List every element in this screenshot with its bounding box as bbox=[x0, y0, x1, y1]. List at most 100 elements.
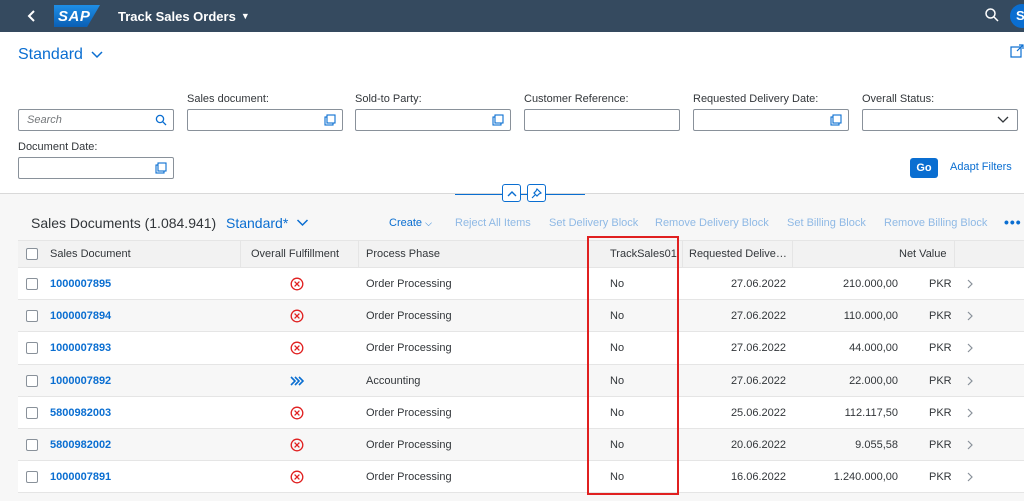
row-checkbox[interactable] bbox=[26, 406, 38, 419]
document-date-field[interactable] bbox=[18, 157, 174, 179]
overall-status-label: Overall Status: bbox=[862, 93, 935, 105]
sales-document-link[interactable]: 1000007894 bbox=[50, 310, 112, 323]
tracksales-cell: No bbox=[610, 278, 625, 290]
app-title: Track Sales Orders bbox=[118, 8, 236, 24]
sales-document-field[interactable] bbox=[187, 109, 343, 131]
variant-selector[interactable]: Standard bbox=[18, 46, 103, 64]
row-checkbox[interactable] bbox=[26, 278, 38, 290]
tracksales-cell: No bbox=[610, 406, 625, 419]
circle-x-icon bbox=[290, 438, 304, 452]
customer-reference-field[interactable] bbox=[524, 109, 680, 131]
process-phase-cell: Order Processing bbox=[366, 278, 452, 290]
column-net-value[interactable]: Net Value bbox=[899, 248, 947, 260]
net-value-cell: 112.117,50 bbox=[844, 406, 898, 419]
row-checkbox[interactable] bbox=[26, 438, 38, 451]
currency-cell: PKR bbox=[929, 310, 952, 323]
set-billing-block-button[interactable]: Set Billing Block bbox=[787, 217, 866, 229]
row-checkbox[interactable] bbox=[26, 471, 38, 484]
row-checkbox[interactable] bbox=[26, 310, 38, 323]
set-delivery-block-button[interactable]: Set Delivery Block bbox=[549, 217, 639, 229]
value-help-icon[interactable] bbox=[155, 162, 167, 174]
column-tracksales01[interactable]: TrackSales01 bbox=[610, 248, 677, 260]
caret-down-icon: ▼ bbox=[240, 11, 250, 21]
overall-status-select[interactable] bbox=[862, 109, 1018, 131]
requested-delivery-cell: 27.06.2022 bbox=[730, 310, 786, 323]
chevron-up-icon bbox=[507, 190, 516, 196]
column-requested-delivery[interactable]: Requested Delive… bbox=[689, 248, 787, 260]
process-phase-cell: Order Processing bbox=[366, 438, 452, 451]
value-help-icon[interactable] bbox=[830, 114, 842, 126]
tracksales-cell: No bbox=[610, 310, 625, 323]
chevron-right-icon[interactable] bbox=[966, 472, 974, 482]
row-checkbox[interactable] bbox=[26, 374, 38, 387]
table-row[interactable]: 1000007895 Order Processing No 27.06.2022 21… bbox=[18, 268, 1024, 301]
search-placeholder: Search bbox=[27, 114, 62, 126]
chevron-right-icon[interactable] bbox=[966, 279, 974, 289]
chevron-right-icon[interactable] bbox=[966, 311, 974, 321]
requested-delivery-cell: 25.06.2022 bbox=[730, 406, 786, 419]
remove-delivery-block-button[interactable]: Remove Delivery Block bbox=[655, 217, 769, 229]
sales-document-link[interactable]: 1000007891 bbox=[50, 471, 112, 484]
search-input[interactable]: Search bbox=[18, 109, 174, 131]
create-button[interactable]: Create ⌵ bbox=[389, 217, 432, 229]
sold-to-party-field[interactable] bbox=[355, 109, 511, 131]
chevron-right-icon[interactable] bbox=[966, 376, 974, 386]
table-row[interactable]: 1000007893 Order Processing No 27.06.2022 44… bbox=[18, 332, 1024, 365]
value-help-icon[interactable] bbox=[492, 114, 504, 126]
app-title-menu[interactable]: Track Sales Orders ▼ bbox=[118, 9, 250, 24]
sap-logo[interactable]: SAP bbox=[54, 5, 100, 27]
sales-document-link[interactable]: 1000007893 bbox=[50, 342, 112, 355]
net-value-cell: 9.055,58 bbox=[855, 438, 898, 451]
chevron-left-icon bbox=[27, 10, 35, 22]
chevron-right-icon[interactable] bbox=[966, 440, 974, 450]
table-row[interactable]: 5800982002 Order Processing No 20.06.2022 9.… bbox=[18, 428, 1024, 462]
net-value-cell: 110.000,00 bbox=[843, 310, 898, 323]
currency-cell: PKR bbox=[929, 471, 952, 484]
sales-document-link[interactable]: 5800982002 bbox=[50, 438, 112, 451]
requested-delivery-date-field[interactable] bbox=[693, 109, 849, 131]
requested-delivery-date-label: Requested Delivery Date: bbox=[693, 93, 819, 105]
filter-header: Standard Search Sales document: Sold-to … bbox=[0, 32, 1024, 194]
remove-billing-block-button[interactable]: Remove Billing Block bbox=[884, 217, 988, 229]
currency-cell: PKR bbox=[929, 342, 952, 355]
adapt-filters-link[interactable]: Adapt Filters bbox=[950, 161, 1012, 173]
user-avatar[interactable]: S bbox=[1010, 4, 1024, 28]
column-overall-fulfillment[interactable]: Overall Fulfillment bbox=[251, 248, 340, 260]
net-value-cell: 22.000,00 bbox=[849, 374, 898, 387]
value-help-icon[interactable] bbox=[324, 114, 336, 126]
column-process-phase[interactable]: Process Phase bbox=[366, 248, 440, 260]
tracksales-column-highlight bbox=[587, 236, 679, 495]
table-row[interactable]: 1000007891 Order Processing No 16.06.2022 1.… bbox=[18, 461, 1024, 494]
sales-document-link[interactable]: 5800982003 bbox=[50, 406, 112, 419]
chevron-right-icon[interactable] bbox=[966, 408, 974, 418]
collapse-header-button[interactable] bbox=[502, 184, 521, 202]
share-icon[interactable] bbox=[1010, 44, 1024, 58]
currency-cell: PKR bbox=[929, 406, 952, 419]
chevron-right-icon[interactable] bbox=[966, 343, 974, 353]
table-row[interactable]: 1000007892 Accounting No 27.06.2022 22.000,0… bbox=[18, 364, 1024, 397]
circle-x-icon bbox=[290, 406, 304, 420]
more-actions-button[interactable]: ••• bbox=[1004, 214, 1022, 230]
table-variant-selector[interactable]: Standard* bbox=[226, 215, 309, 231]
chevron-down-icon bbox=[997, 116, 1009, 123]
select-all-checkbox[interactable] bbox=[26, 248, 38, 260]
chevron-down-icon bbox=[297, 219, 309, 227]
sales-document-link[interactable]: 1000007895 bbox=[50, 278, 112, 290]
table-row[interactable]: 5800982003 Order Processing No 25.06.2022 11… bbox=[18, 396, 1024, 429]
requested-delivery-cell: 20.06.2022 bbox=[730, 438, 786, 451]
back-button[interactable] bbox=[20, 0, 44, 32]
search-icon[interactable] bbox=[155, 114, 167, 126]
sales-document-link[interactable]: 1000007892 bbox=[50, 374, 112, 387]
table-row[interactable]: 1000007894 Order Processing No 27.06.2022 11… bbox=[18, 300, 1024, 333]
sales-documents-table: Sales Document Overall Fulfillment Proce… bbox=[18, 240, 1024, 494]
go-button[interactable]: Go bbox=[910, 158, 938, 178]
document-date-label: Document Date: bbox=[18, 141, 98, 153]
currency-cell: PKR bbox=[929, 438, 952, 451]
process-phase-cell: Order Processing bbox=[366, 310, 452, 323]
search-icon[interactable] bbox=[984, 7, 1000, 23]
row-checkbox[interactable] bbox=[26, 342, 38, 355]
reject-all-items-button[interactable]: Reject All Items bbox=[455, 217, 531, 229]
column-sales-document[interactable]: Sales Document bbox=[50, 248, 131, 260]
pin-header-button[interactable] bbox=[527, 184, 546, 202]
tracksales-cell: No bbox=[610, 471, 625, 484]
